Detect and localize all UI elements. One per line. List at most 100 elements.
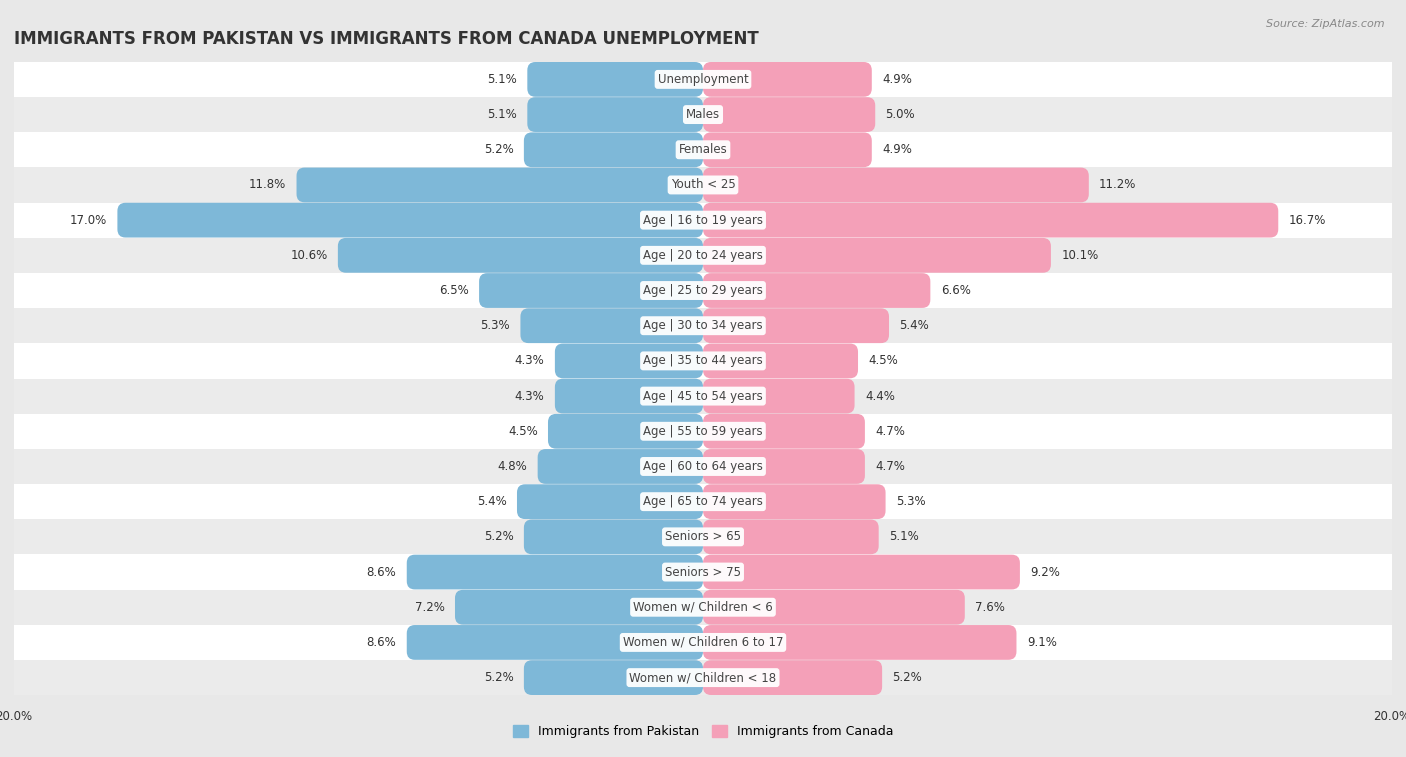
Text: 5.1%: 5.1% [488, 108, 517, 121]
FancyBboxPatch shape [555, 378, 703, 413]
FancyBboxPatch shape [703, 203, 1278, 238]
Text: 5.3%: 5.3% [896, 495, 925, 508]
Text: 8.6%: 8.6% [367, 636, 396, 649]
Bar [0, 273, 1406, 308]
FancyBboxPatch shape [524, 132, 703, 167]
Text: Women w/ Children < 6: Women w/ Children < 6 [633, 601, 773, 614]
Text: 5.3%: 5.3% [481, 319, 510, 332]
FancyBboxPatch shape [548, 414, 703, 449]
Text: 4.7%: 4.7% [875, 460, 905, 473]
FancyBboxPatch shape [703, 167, 1088, 202]
Text: 5.1%: 5.1% [889, 531, 918, 544]
Text: 5.2%: 5.2% [893, 671, 922, 684]
FancyBboxPatch shape [703, 660, 882, 695]
FancyBboxPatch shape [479, 273, 703, 308]
Text: Age | 55 to 59 years: Age | 55 to 59 years [643, 425, 763, 438]
Text: 4.9%: 4.9% [882, 143, 912, 156]
Text: 4.3%: 4.3% [515, 354, 544, 367]
Bar [0, 167, 1406, 203]
Text: 4.8%: 4.8% [498, 460, 527, 473]
Text: Women w/ Children 6 to 17: Women w/ Children 6 to 17 [623, 636, 783, 649]
FancyBboxPatch shape [527, 97, 703, 132]
Text: 5.2%: 5.2% [484, 671, 513, 684]
FancyBboxPatch shape [703, 273, 931, 308]
Bar [0, 132, 1406, 167]
Legend: Immigrants from Pakistan, Immigrants from Canada: Immigrants from Pakistan, Immigrants fro… [508, 721, 898, 743]
Text: 4.3%: 4.3% [515, 390, 544, 403]
FancyBboxPatch shape [703, 449, 865, 484]
Bar [0, 203, 1406, 238]
FancyBboxPatch shape [524, 660, 703, 695]
FancyBboxPatch shape [703, 132, 872, 167]
Text: 16.7%: 16.7% [1289, 213, 1326, 226]
Bar [0, 308, 1406, 344]
Text: Males: Males [686, 108, 720, 121]
Text: Age | 16 to 19 years: Age | 16 to 19 years [643, 213, 763, 226]
Bar [0, 484, 1406, 519]
Text: 11.8%: 11.8% [249, 179, 287, 192]
Text: Females: Females [679, 143, 727, 156]
Text: 4.4%: 4.4% [865, 390, 894, 403]
FancyBboxPatch shape [555, 344, 703, 378]
FancyBboxPatch shape [703, 97, 875, 132]
Bar [0, 378, 1406, 413]
Text: 7.6%: 7.6% [976, 601, 1005, 614]
Text: 11.2%: 11.2% [1099, 179, 1136, 192]
FancyBboxPatch shape [527, 62, 703, 97]
FancyBboxPatch shape [703, 308, 889, 343]
Text: 9.1%: 9.1% [1026, 636, 1057, 649]
FancyBboxPatch shape [117, 203, 703, 238]
Bar [0, 590, 1406, 625]
FancyBboxPatch shape [703, 519, 879, 554]
FancyBboxPatch shape [337, 238, 703, 273]
Text: 4.9%: 4.9% [882, 73, 912, 86]
Text: Age | 25 to 29 years: Age | 25 to 29 years [643, 284, 763, 297]
FancyBboxPatch shape [703, 484, 886, 519]
FancyBboxPatch shape [703, 625, 1017, 660]
FancyBboxPatch shape [703, 414, 865, 449]
Text: Unemployment: Unemployment [658, 73, 748, 86]
Text: 5.4%: 5.4% [900, 319, 929, 332]
Bar [0, 413, 1406, 449]
Text: Seniors > 65: Seniors > 65 [665, 531, 741, 544]
FancyBboxPatch shape [406, 555, 703, 590]
Text: 6.6%: 6.6% [941, 284, 970, 297]
Bar [0, 62, 1406, 97]
FancyBboxPatch shape [517, 484, 703, 519]
Bar [0, 97, 1406, 132]
FancyBboxPatch shape [703, 344, 858, 378]
FancyBboxPatch shape [703, 238, 1050, 273]
FancyBboxPatch shape [297, 167, 703, 202]
Text: 9.2%: 9.2% [1031, 565, 1060, 578]
Bar [0, 625, 1406, 660]
FancyBboxPatch shape [703, 555, 1019, 590]
Text: 5.0%: 5.0% [886, 108, 915, 121]
FancyBboxPatch shape [703, 62, 872, 97]
Text: 5.2%: 5.2% [484, 143, 513, 156]
Text: 5.2%: 5.2% [484, 531, 513, 544]
FancyBboxPatch shape [406, 625, 703, 660]
Text: 6.5%: 6.5% [439, 284, 468, 297]
Text: 4.5%: 4.5% [508, 425, 537, 438]
Text: Women w/ Children < 18: Women w/ Children < 18 [630, 671, 776, 684]
FancyBboxPatch shape [703, 590, 965, 625]
Text: Age | 45 to 54 years: Age | 45 to 54 years [643, 390, 763, 403]
Text: Age | 20 to 24 years: Age | 20 to 24 years [643, 249, 763, 262]
Text: 5.1%: 5.1% [488, 73, 517, 86]
Text: Age | 35 to 44 years: Age | 35 to 44 years [643, 354, 763, 367]
Text: 10.6%: 10.6% [290, 249, 328, 262]
Text: Age | 60 to 64 years: Age | 60 to 64 years [643, 460, 763, 473]
Text: Youth < 25: Youth < 25 [671, 179, 735, 192]
FancyBboxPatch shape [456, 590, 703, 625]
Text: 10.1%: 10.1% [1062, 249, 1098, 262]
Bar [0, 344, 1406, 378]
Text: IMMIGRANTS FROM PAKISTAN VS IMMIGRANTS FROM CANADA UNEMPLOYMENT: IMMIGRANTS FROM PAKISTAN VS IMMIGRANTS F… [14, 30, 759, 48]
Text: Age | 65 to 74 years: Age | 65 to 74 years [643, 495, 763, 508]
Text: 17.0%: 17.0% [70, 213, 107, 226]
Bar [0, 554, 1406, 590]
FancyBboxPatch shape [537, 449, 703, 484]
Text: 5.4%: 5.4% [477, 495, 506, 508]
Bar [0, 238, 1406, 273]
Text: 8.6%: 8.6% [367, 565, 396, 578]
Bar [0, 449, 1406, 484]
